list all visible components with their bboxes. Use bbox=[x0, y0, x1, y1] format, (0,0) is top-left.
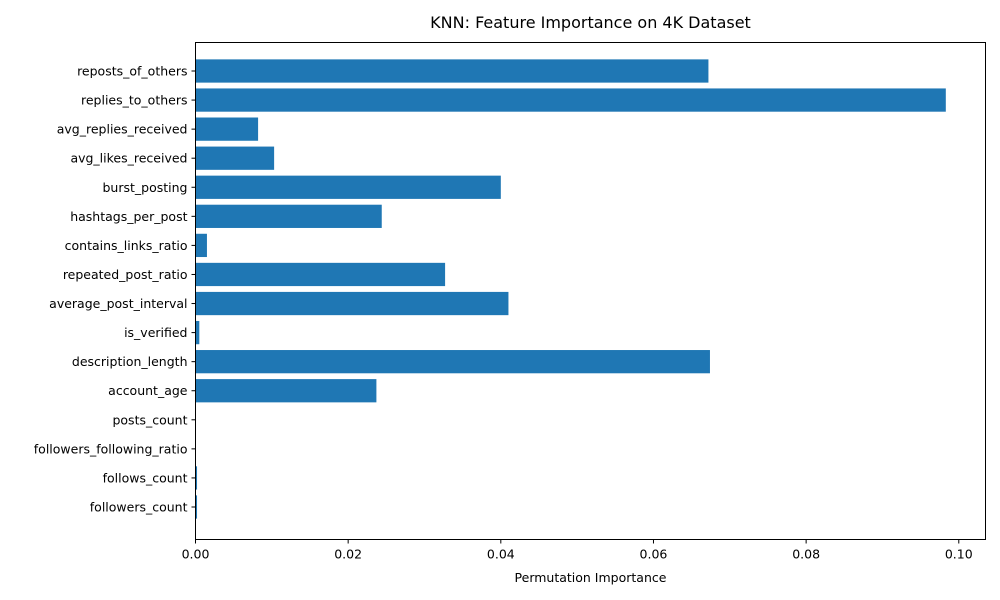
bar-followers-count bbox=[195, 495, 198, 519]
y-tick-label: burst_posting bbox=[103, 180, 188, 195]
y-tick-label: is_verified bbox=[124, 325, 187, 340]
x-tick-label: 0.00 bbox=[182, 547, 210, 562]
y-tick-label: replies_to_others bbox=[81, 93, 188, 108]
bars-group bbox=[195, 59, 946, 519]
bar-contains-links-ratio bbox=[195, 233, 207, 258]
bar-hashtags-per-post bbox=[195, 204, 382, 228]
bar-reposts-of-others bbox=[195, 59, 709, 83]
y-tick-label: average_post_interval bbox=[49, 296, 187, 311]
y-tick-label: followers_following_ratio bbox=[34, 441, 188, 456]
y-tick-label: follows_count bbox=[103, 470, 188, 485]
bar-description-length bbox=[195, 350, 710, 374]
bar-burst-posting bbox=[195, 175, 501, 199]
y-tick-label: avg_likes_received bbox=[70, 151, 187, 166]
x-tick-label: 0.10 bbox=[945, 547, 973, 562]
y-tick-label: contains_links_ratio bbox=[65, 238, 188, 253]
x-tick-label: 0.08 bbox=[792, 547, 820, 562]
y-tick-label: description_length bbox=[72, 354, 188, 369]
y-tick-labels: reposts_of_others replies_to_others avg_re… bbox=[34, 64, 196, 515]
bar-is-verified bbox=[195, 320, 200, 345]
bar-average-post-interval bbox=[195, 291, 509, 316]
y-tick-label: followers_count bbox=[90, 500, 188, 515]
x-tick-label: 0.06 bbox=[640, 547, 668, 562]
x-ticks-group: 0.00 0.02 0.04 0.06 0.08 0.10 bbox=[182, 539, 973, 562]
x-tick-label: 0.02 bbox=[334, 547, 362, 562]
y-tick-label: avg_replies_received bbox=[57, 122, 188, 137]
x-tick-label: 0.04 bbox=[487, 547, 515, 562]
bar-follows-count bbox=[195, 466, 198, 490]
bar-avg-likes-received bbox=[195, 146, 275, 170]
chart-title: KNN: Feature Importance on 4K Dataset bbox=[430, 13, 751, 32]
bar-account-age bbox=[195, 379, 377, 403]
bar-avg-replies-received bbox=[195, 117, 259, 141]
y-tick-label: account_age bbox=[108, 383, 188, 398]
y-tick-label: hashtags_per_post bbox=[70, 209, 187, 224]
y-tick-label: reposts_of_others bbox=[77, 64, 187, 79]
x-axis-label: Permutation Importance bbox=[515, 570, 667, 585]
bar-replies-to-others bbox=[195, 88, 946, 112]
bar-repeated-post-ratio bbox=[195, 262, 446, 287]
y-tick-label: repeated_post_ratio bbox=[63, 267, 188, 282]
y-tick-label: posts_count bbox=[112, 412, 187, 427]
plot-frame bbox=[195, 42, 986, 540]
